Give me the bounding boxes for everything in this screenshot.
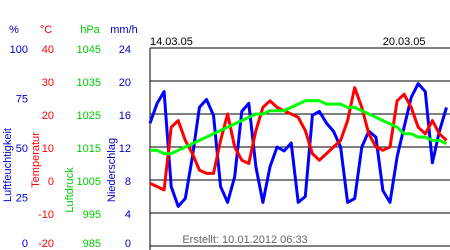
y-tick-label: 25	[16, 192, 28, 204]
axis-title: Luftfeuchtigkeit	[2, 128, 14, 202]
y-tick-label: 50	[16, 143, 28, 155]
series-line	[150, 99, 448, 156]
y-tick-label: 20	[119, 77, 131, 89]
x-tick-label: 20.03.05	[383, 36, 426, 48]
y-tick-label: -20	[38, 238, 54, 250]
y-tick-label: 1025	[77, 110, 101, 122]
y-tick-label: 75	[16, 93, 28, 105]
y-tick-label: 1015	[77, 143, 101, 155]
y-tick-label: 995	[83, 209, 101, 221]
y-tick-label: 30	[42, 77, 54, 89]
series-line	[149, 86, 448, 192]
y-tick-label: 8	[125, 176, 131, 188]
y-tick-label: 1045	[77, 44, 101, 56]
axis-unit: mm/h	[110, 24, 138, 36]
y-tick-label: 4	[125, 209, 131, 221]
y-tick-label: 20	[42, 110, 54, 122]
y-tick-label: 0	[125, 238, 131, 250]
y-tick-label: 0	[48, 176, 54, 188]
axis-unit: hPa	[80, 24, 100, 36]
axis-unit: %	[9, 24, 19, 36]
y-tick-label: 10	[42, 143, 54, 155]
axis-title: Temperatur	[30, 132, 42, 188]
x-tick-label: 14.03.05	[150, 36, 193, 48]
y-tick-label: 1005	[77, 176, 101, 188]
axis-unit: °C	[40, 24, 52, 36]
axis-title: Luftdruck	[64, 167, 76, 213]
axis-title: Niederschlag	[106, 138, 118, 202]
series-line	[148, 82, 448, 208]
y-tick-label: 985	[83, 238, 101, 250]
y-tick-label: 16	[119, 110, 131, 122]
footer: Erstellt: 10.01.2012 06:33	[182, 234, 307, 246]
y-tick-label: 40	[42, 44, 54, 56]
y-tick-label: 100	[10, 44, 28, 56]
y-tick-label: 1035	[77, 77, 101, 89]
y-tick-label: -10	[38, 209, 54, 221]
y-tick-label: 24	[119, 44, 131, 56]
y-tick-label: 0	[22, 238, 28, 250]
y-tick-label: 12	[119, 143, 131, 155]
